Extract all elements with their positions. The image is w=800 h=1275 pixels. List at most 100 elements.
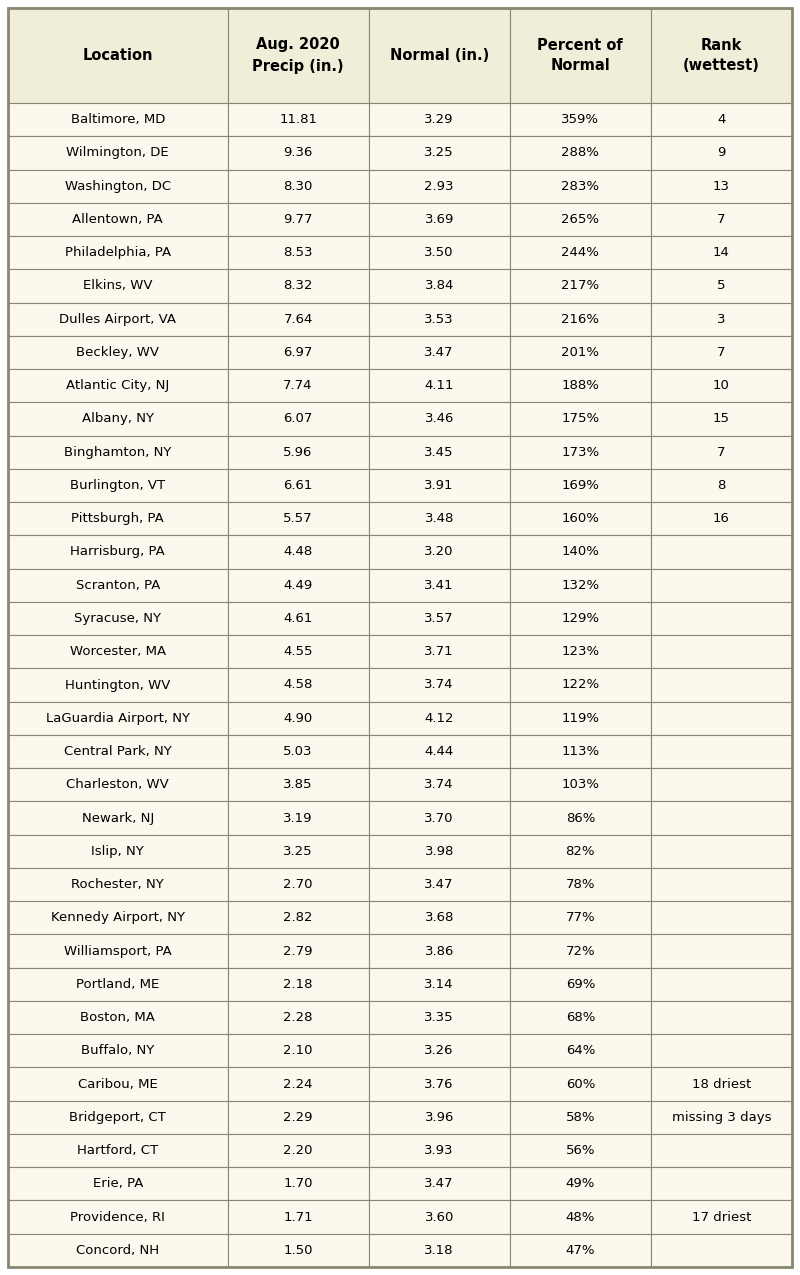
Bar xyxy=(510,436,651,469)
Text: 1.70: 1.70 xyxy=(283,1177,313,1191)
Bar xyxy=(651,236,792,269)
Text: 77%: 77% xyxy=(566,912,595,924)
Bar xyxy=(651,1001,792,1034)
Bar xyxy=(8,136,227,170)
Bar xyxy=(651,768,792,802)
Text: 4.11: 4.11 xyxy=(425,379,454,393)
Text: Scranton, PA: Scranton, PA xyxy=(75,579,160,592)
Text: 359%: 359% xyxy=(562,113,599,126)
Bar xyxy=(510,701,651,734)
Bar xyxy=(510,868,651,901)
Bar xyxy=(227,1067,369,1100)
Bar xyxy=(369,734,510,768)
Bar xyxy=(651,269,792,302)
Text: Baltimore, MD: Baltimore, MD xyxy=(70,113,165,126)
Text: Burlington, VT: Burlington, VT xyxy=(70,479,166,492)
Bar xyxy=(369,868,510,901)
Bar xyxy=(8,8,227,103)
Text: 15: 15 xyxy=(713,412,730,426)
Bar xyxy=(510,1133,651,1167)
Text: 3.20: 3.20 xyxy=(425,546,454,558)
Text: 7.74: 7.74 xyxy=(283,379,313,393)
Text: 216%: 216% xyxy=(562,312,599,325)
Text: 4.90: 4.90 xyxy=(283,711,313,724)
Text: 3.93: 3.93 xyxy=(425,1144,454,1158)
Bar xyxy=(369,569,510,602)
Bar xyxy=(369,1034,510,1067)
Bar xyxy=(227,8,369,103)
Bar xyxy=(651,203,792,236)
Bar xyxy=(651,734,792,768)
Text: Elkins, WV: Elkins, WV xyxy=(83,279,153,292)
Text: 1.71: 1.71 xyxy=(283,1211,313,1224)
Text: 3: 3 xyxy=(717,312,726,325)
Bar xyxy=(510,1234,651,1267)
Text: Concord, NH: Concord, NH xyxy=(76,1244,159,1257)
Text: 3.57: 3.57 xyxy=(424,612,454,625)
Bar xyxy=(227,103,369,136)
Bar xyxy=(369,103,510,136)
Text: 8: 8 xyxy=(718,479,726,492)
Bar xyxy=(8,701,227,734)
Bar xyxy=(8,368,227,403)
Bar xyxy=(651,868,792,901)
Bar xyxy=(651,968,792,1001)
Text: 64%: 64% xyxy=(566,1044,595,1057)
Text: 8.30: 8.30 xyxy=(283,180,313,193)
Bar xyxy=(651,935,792,968)
Text: 47%: 47% xyxy=(566,1244,595,1257)
Text: 3.91: 3.91 xyxy=(425,479,454,492)
Bar xyxy=(651,835,792,868)
Text: Caribou, ME: Caribou, ME xyxy=(78,1077,158,1090)
Bar xyxy=(8,1201,227,1234)
Bar xyxy=(227,602,369,635)
Bar xyxy=(510,136,651,170)
Bar xyxy=(510,335,651,368)
Bar xyxy=(227,436,369,469)
Text: Huntington, WV: Huntington, WV xyxy=(65,678,170,691)
Bar xyxy=(369,236,510,269)
Bar xyxy=(8,403,227,436)
Bar xyxy=(227,1133,369,1167)
Text: Central Park, NY: Central Park, NY xyxy=(64,745,172,759)
Text: 129%: 129% xyxy=(562,612,599,625)
Bar xyxy=(510,802,651,835)
Bar xyxy=(510,1067,651,1100)
Text: Hartford, CT: Hartford, CT xyxy=(77,1144,158,1158)
Bar xyxy=(510,602,651,635)
Bar xyxy=(510,170,651,203)
Text: 9: 9 xyxy=(718,147,726,159)
Text: 3.98: 3.98 xyxy=(425,845,454,858)
Bar xyxy=(227,1234,369,1267)
Text: 78%: 78% xyxy=(566,878,595,891)
Text: 7: 7 xyxy=(717,346,726,360)
Text: 3.74: 3.74 xyxy=(425,778,454,792)
Bar xyxy=(8,868,227,901)
Bar xyxy=(227,701,369,734)
Bar xyxy=(510,1034,651,1067)
Text: 3.84: 3.84 xyxy=(425,279,454,292)
Bar xyxy=(227,403,369,436)
Bar xyxy=(510,835,651,868)
Text: 119%: 119% xyxy=(562,711,599,724)
Text: LaGuardia Airport, NY: LaGuardia Airport, NY xyxy=(46,711,190,724)
Text: Bridgeport, CT: Bridgeport, CT xyxy=(70,1111,166,1123)
Text: 3.46: 3.46 xyxy=(425,412,454,426)
Bar xyxy=(510,734,651,768)
Bar xyxy=(651,635,792,668)
Bar xyxy=(369,1201,510,1234)
Text: 283%: 283% xyxy=(562,180,599,193)
Text: Washington, DC: Washington, DC xyxy=(65,180,171,193)
Bar xyxy=(227,335,369,368)
Bar xyxy=(227,1034,369,1067)
Bar xyxy=(369,302,510,335)
Bar xyxy=(510,968,651,1001)
Text: 5: 5 xyxy=(717,279,726,292)
Text: Location: Location xyxy=(82,48,153,62)
Bar xyxy=(369,136,510,170)
Bar xyxy=(227,502,369,536)
Text: 3.26: 3.26 xyxy=(425,1044,454,1057)
Text: 173%: 173% xyxy=(562,446,599,459)
Text: Philadelphia, PA: Philadelphia, PA xyxy=(65,246,171,259)
Bar xyxy=(8,569,227,602)
